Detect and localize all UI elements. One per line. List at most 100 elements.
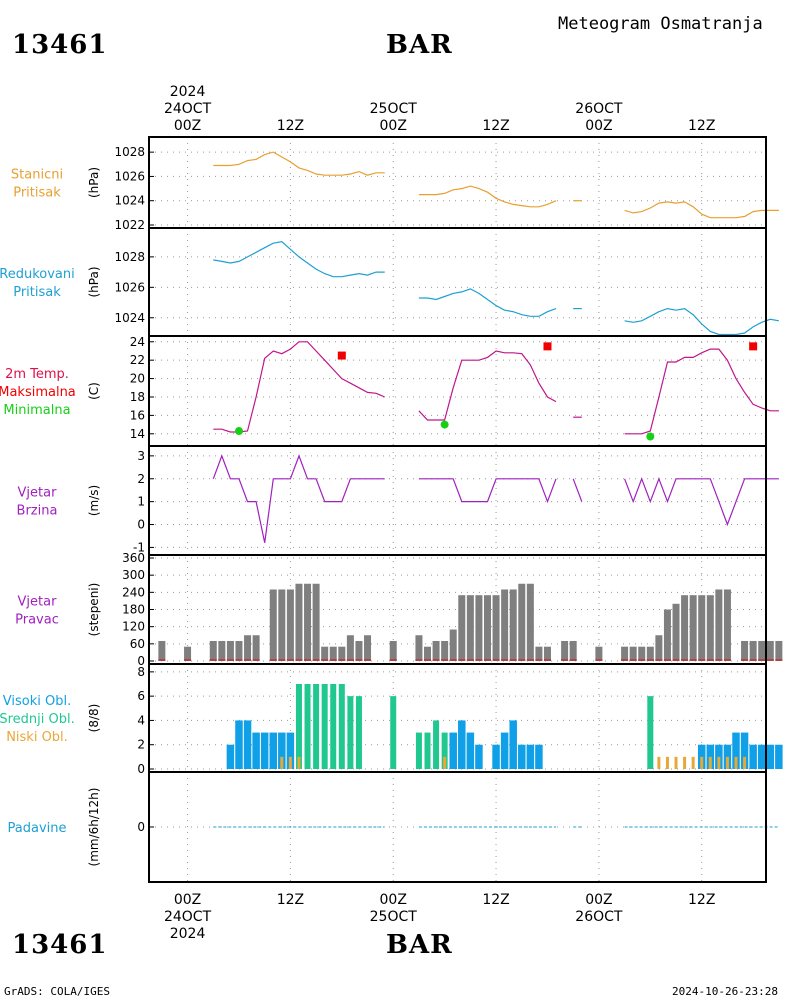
ytick-label: 2: [137, 738, 145, 752]
panel-label: Visoki Obl.: [3, 694, 71, 709]
high-cloud-bar: [740, 732, 749, 769]
direction-bar: [415, 635, 423, 661]
panel-label: Pritisak: [13, 285, 61, 300]
direction-bar: [672, 603, 680, 661]
panel-station_pressure: [148, 136, 779, 229]
series-line: [213, 241, 385, 278]
ytick-label: 300: [122, 568, 145, 582]
tmin-marker: [646, 432, 655, 441]
ytick-label: 18: [130, 390, 145, 404]
series-line: [572, 478, 583, 502]
ytick-label: 1026: [114, 280, 145, 294]
high-cloud-bar: [757, 744, 766, 769]
direction-bar: [663, 609, 671, 661]
time-label-top: 00Z: [380, 118, 407, 134]
high-cloud-bar: [526, 744, 535, 769]
direction-bar: [432, 640, 440, 661]
direction-bar: [312, 583, 320, 661]
low-cloud-bar: [725, 756, 729, 769]
high-cloud-bar: [749, 744, 757, 769]
direction-bar: [646, 646, 654, 661]
direction-bar: [723, 589, 731, 661]
high-cloud-bar: [518, 744, 526, 769]
series-line: [213, 151, 385, 176]
ytick-label: 0: [137, 654, 145, 668]
low-cloud-bar: [708, 756, 712, 769]
direction-bar: [218, 640, 226, 661]
low-cloud-bar: [674, 756, 678, 769]
direction-bar: [766, 640, 774, 661]
mid-cloud-bar: [295, 684, 302, 769]
high-cloud-bar: [449, 732, 457, 769]
mid-cloud-bar: [647, 696, 654, 769]
tmax-marker: [543, 342, 552, 351]
low-cloud-bar: [665, 756, 669, 769]
series-line: [418, 288, 557, 317]
tmax-marker: [749, 342, 758, 351]
time-label-bottom: 12Z: [277, 892, 304, 908]
panel-label: Redukovani: [0, 267, 75, 282]
panel-sea_pressure: [148, 227, 780, 337]
mid-cloud-bar: [415, 732, 422, 769]
high-cloud-bar: [509, 720, 517, 769]
direction-bar: [424, 646, 432, 661]
station-name-top: BAR: [386, 30, 453, 60]
ytick-label: 180: [122, 603, 145, 617]
ytick-label: 1024: [114, 194, 145, 208]
high-cloud-bar: [475, 744, 483, 769]
mid-cloud-bar: [338, 684, 345, 769]
ytick-label: 240: [122, 585, 145, 599]
high-cloud-bar: [492, 744, 500, 769]
panel-label: Padavine: [8, 821, 67, 836]
panel-label: Vjetar: [18, 486, 58, 501]
low-cloud-bar: [657, 756, 661, 769]
series-line: [624, 307, 780, 336]
time-label-top: 00Z: [174, 118, 201, 134]
date-label-top: 25OCT: [370, 101, 418, 117]
direction-bar: [535, 646, 543, 661]
ytick-label: 4: [137, 713, 145, 727]
footer-credit: GrADS: COLA/IGES: [4, 985, 110, 998]
time-label-bottom: 12Z: [482, 892, 509, 908]
ytick-label: 0: [137, 518, 145, 532]
series-line: [418, 185, 557, 208]
high-cloud-bar: [535, 744, 543, 769]
mid-cloud-bar: [304, 684, 311, 769]
direction-bar: [706, 595, 714, 661]
direction-bar: [304, 583, 312, 661]
panel-label: Niski Obl.: [6, 730, 68, 745]
high-cloud-bar: [252, 732, 260, 769]
direction-bar: [492, 595, 500, 661]
high-cloud-bar: [732, 732, 740, 769]
mid-cloud-bar: [424, 732, 431, 769]
panel-unit: (8/8): [87, 704, 101, 733]
tmin-marker: [234, 427, 243, 436]
ytick-label: 24: [130, 335, 145, 349]
high-cloud-bar: [766, 744, 775, 769]
high-cloud-bar: [278, 732, 286, 769]
low-cloud-bar: [280, 756, 284, 769]
panel-unit: (C): [87, 382, 101, 400]
high-cloud-bar: [260, 732, 269, 769]
time-label-bottom: 00Z: [380, 892, 407, 908]
panel-wind_direction: [148, 554, 783, 665]
panel-frame: [148, 445, 767, 556]
high-cloud-bar: [466, 732, 475, 769]
panel-precipitation: [148, 771, 779, 883]
ytick-label: 60: [130, 637, 145, 651]
panel-temperature: [148, 335, 779, 447]
time-label-top: 00Z: [585, 118, 612, 134]
time-label-top: 12Z: [688, 118, 715, 134]
direction-bar: [226, 640, 234, 661]
direction-bar: [475, 595, 483, 661]
year-label-bottom: 2024: [170, 926, 206, 942]
ytick-label: 120: [122, 620, 145, 634]
direction-bar: [681, 595, 689, 661]
station-id-bottom: 13461: [12, 930, 108, 960]
low-cloud-bar: [734, 756, 738, 769]
ytick-label: 1024: [114, 311, 145, 325]
panel-label: Srednji Obl.: [0, 712, 75, 727]
direction-bar: [543, 646, 551, 661]
tmin-marker: [440, 420, 449, 429]
direction-bar: [509, 589, 517, 661]
